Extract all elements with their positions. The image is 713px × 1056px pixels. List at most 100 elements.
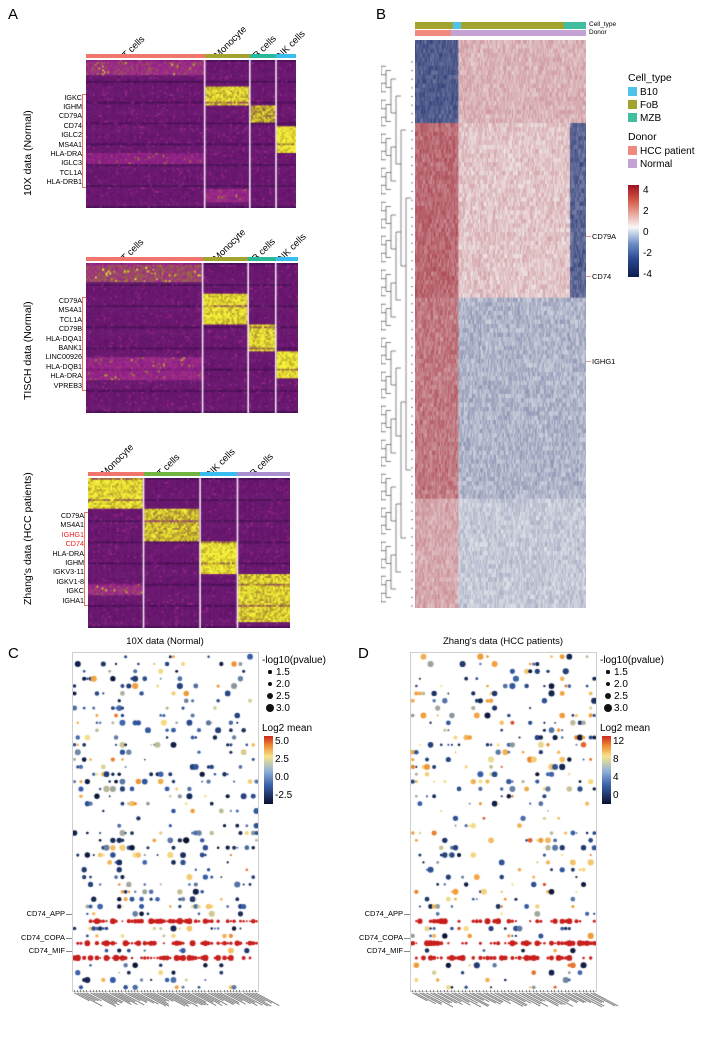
dotplot-x-tick: [153, 990, 154, 992]
gene-label: TCL1A: [59, 314, 82, 324]
dotplot-x-tick: [178, 990, 180, 992]
gene-bracket: [82, 297, 87, 391]
column-group-bar: [143, 472, 201, 476]
dotplot-x-tick: [207, 990, 209, 992]
panelB-legend-item-label: MZB: [640, 113, 662, 124]
dotplot-x-tick: [83, 990, 84, 992]
pvalue-legend-item: 1.5: [262, 666, 326, 678]
mean-legend-tick: 5.0: [275, 736, 289, 747]
dotplot-x-tick: [525, 990, 527, 992]
dotplot-row-label: CD74_APP: [26, 908, 65, 918]
dotplot-x-tick: [500, 990, 502, 992]
panelB-gene-label: CD74: [592, 271, 612, 281]
dotplot-x-tick: [422, 990, 424, 992]
dotplot-x-tick: [507, 990, 509, 992]
column-group-bar: [248, 257, 276, 261]
dotplot-x-tick: [493, 990, 495, 992]
dotplot-x-tick: [465, 990, 466, 992]
pvalue-legend-dot-icon: [266, 692, 274, 700]
pvalue-legend-dot-icon: [604, 704, 612, 712]
mean-legend-tick: 2.5: [275, 754, 289, 765]
dotplot-x-tick: [522, 990, 523, 992]
gene-label: LINC00926: [45, 352, 82, 362]
dotplot-row-tick: [404, 913, 410, 915]
panelB-legend-title: Donor: [628, 131, 657, 143]
dotplot-x-tick: [121, 990, 123, 992]
gene-label: HLA-DRA: [50, 148, 82, 158]
gene-label: IGKC: [66, 586, 84, 596]
panelD-dotplot: [410, 652, 597, 992]
gene-label: IGKC: [64, 92, 82, 102]
dotplot-x-tick: [482, 990, 484, 992]
panelC-dotplot: [72, 652, 259, 992]
dotplot-x-tick: [582, 990, 584, 992]
dotplot-x-tick: [143, 990, 145, 992]
dotplot-x-tick: [511, 990, 512, 992]
gene-label: CD79A: [60, 511, 84, 520]
dotplot-row-label: CD74_APP: [364, 908, 403, 918]
gene-label: IGHG1: [61, 529, 84, 539]
dotplot-x-tick: [92, 990, 94, 992]
dotplot-x-tick: [213, 990, 215, 992]
gene-label: HLA-DRB1: [46, 177, 82, 187]
dotplot-x-tick: [99, 990, 100, 992]
dotplot-x-tick: [245, 990, 247, 992]
dotplot-x-tick: [73, 990, 75, 992]
column-group-bar: [86, 257, 203, 261]
dotplot-x-tick: [220, 990, 221, 992]
gene-label: CD79A: [58, 296, 82, 305]
legend-swatch-icon: [628, 146, 637, 155]
dotplot-x-tick: [236, 990, 237, 992]
gene-label: IGHM: [63, 101, 82, 111]
dotplot-x-tick: [115, 990, 116, 992]
pvalue-legend-item: 2.5: [600, 690, 664, 702]
column-group-bar: [88, 472, 144, 476]
dotplot-x-tick: [124, 990, 126, 992]
panelB-legend-item-label: FoB: [640, 100, 659, 111]
dotplot-x-tick: [229, 990, 231, 992]
dotplot-x-tick: [454, 990, 456, 992]
dotplot-x-tick: [156, 990, 158, 992]
dotplot-x-tick: [159, 990, 161, 992]
dotplot-x-tick: [89, 990, 91, 992]
column-group-bar: [202, 257, 249, 261]
dotplot-x-tick: [415, 990, 416, 992]
column-group-bar: [275, 257, 298, 261]
legend-swatch-icon: [628, 113, 637, 122]
panelB-gene-label: IGHG1: [592, 356, 616, 366]
dotplot-x-tick: [575, 990, 577, 992]
dotplot-x-tick: [593, 990, 594, 992]
dotplot-x-tick: [504, 990, 505, 992]
dotplot-x-tick: [561, 990, 562, 992]
dotplot-row-tick: [404, 937, 410, 939]
pvalue-legend-label: 3.0: [276, 702, 290, 714]
dotplot-x-tick: [188, 990, 190, 992]
pvalue-legend-title: -log10(pvalue): [600, 655, 664, 666]
gene-label: CD74: [63, 120, 82, 130]
panel-letter-d: D: [358, 645, 369, 662]
dotplot-row-tick: [404, 951, 410, 953]
gene-label: IGKV3-11: [52, 567, 84, 577]
panel-letter-a: A: [8, 6, 19, 23]
dotplot-x-tick: [194, 990, 196, 992]
dotplot-row-label: CD74_COPA: [358, 932, 403, 942]
panelB-heatmap: [415, 40, 586, 608]
dotplot-x-tick: [550, 990, 552, 992]
dotplot-x-tick: [411, 990, 413, 992]
gene-label: CD74: [65, 539, 84, 549]
dotplot-x-tick: [472, 990, 473, 992]
dotplot-x-tick: [557, 990, 559, 992]
dotplot-x-tick: [150, 990, 151, 992]
gene-bracket: [84, 512, 89, 606]
dotplot-row-tick: [66, 913, 72, 915]
gene-label: HLA-DRA: [50, 371, 82, 381]
gene-label: TCL1A: [59, 167, 82, 177]
dotplot-x-tick: [479, 990, 480, 992]
panelB-colorbar-tick: 0: [643, 227, 649, 238]
panelB-annotation-label-Donor: Donor: [589, 29, 607, 36]
panelB-celltype-band: [563, 22, 586, 29]
panelB-colorbar-tick: 2: [643, 206, 649, 217]
dotplot-x-tick: [197, 990, 199, 992]
pvalue-legend-label: 2.0: [275, 678, 290, 690]
dotplot-x-tick: [111, 990, 113, 992]
